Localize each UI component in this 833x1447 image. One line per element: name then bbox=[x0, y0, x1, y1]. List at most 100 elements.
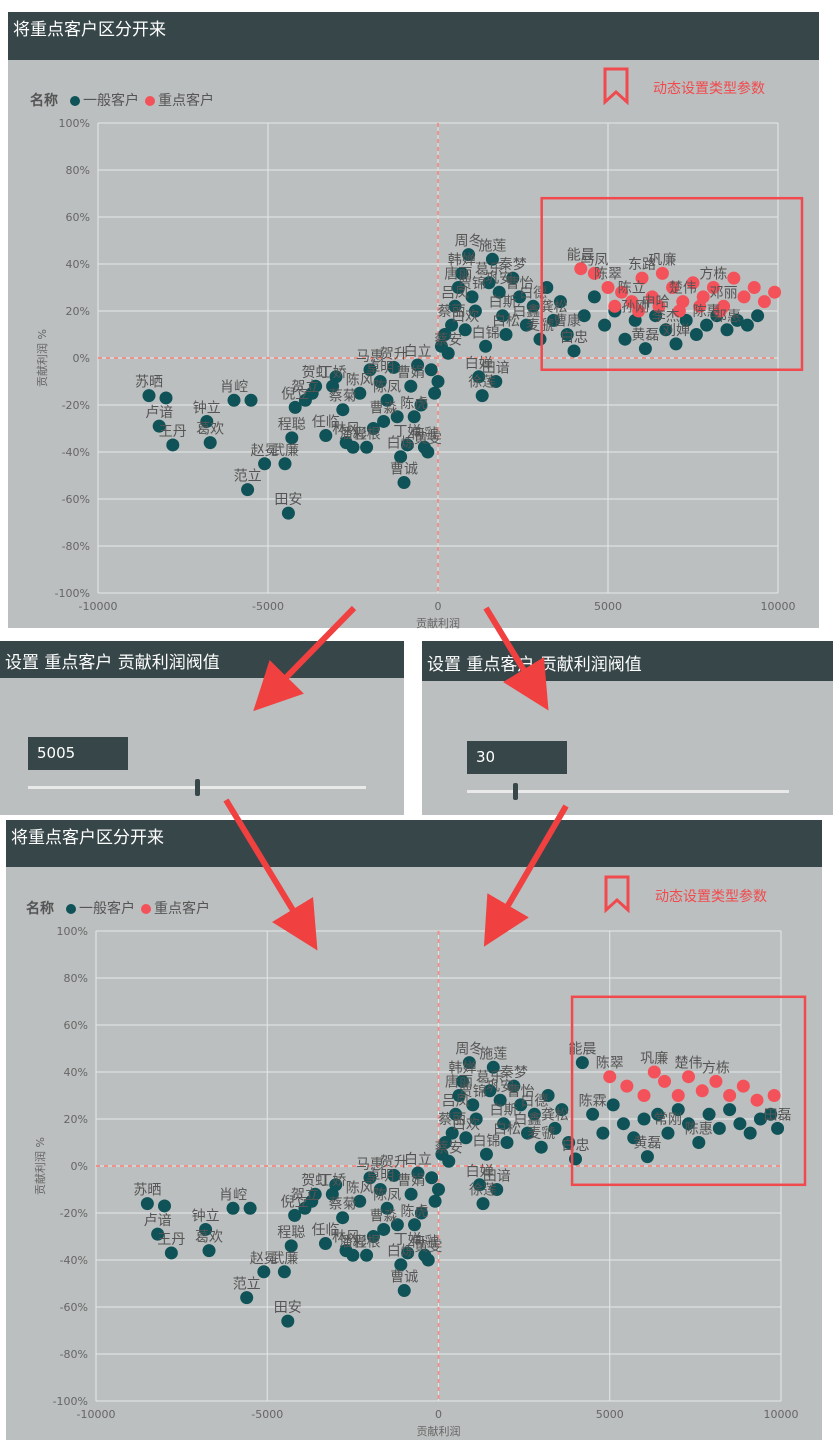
data-point[interactable] bbox=[482, 276, 496, 290]
data-point[interactable] bbox=[319, 429, 333, 443]
data-point[interactable] bbox=[458, 323, 472, 337]
data-point[interactable] bbox=[353, 1194, 367, 1208]
data-point[interactable] bbox=[407, 410, 421, 424]
data-point[interactable] bbox=[401, 1246, 415, 1260]
data-point[interactable] bbox=[472, 370, 486, 384]
slider-right-value-box[interactable]: 30 bbox=[467, 741, 567, 774]
data-point[interactable] bbox=[723, 1103, 737, 1117]
data-point[interactable] bbox=[360, 440, 374, 454]
data-point[interactable] bbox=[771, 1121, 785, 1135]
data-point[interactable] bbox=[462, 248, 476, 262]
data-point[interactable] bbox=[669, 337, 683, 351]
data-point[interactable] bbox=[727, 271, 741, 285]
data-point[interactable] bbox=[462, 1056, 476, 1070]
data-point[interactable] bbox=[637, 1089, 651, 1102]
data-point[interactable] bbox=[411, 1166, 425, 1180]
data-point[interactable] bbox=[618, 332, 632, 346]
data-point[interactable] bbox=[241, 483, 255, 497]
data-point[interactable] bbox=[574, 262, 588, 276]
data-point[interactable] bbox=[442, 1154, 456, 1168]
data-point[interactable] bbox=[203, 436, 217, 450]
data-point[interactable] bbox=[632, 304, 646, 318]
data-point[interactable] bbox=[387, 360, 401, 374]
data-point[interactable] bbox=[713, 304, 727, 318]
data-point[interactable] bbox=[540, 281, 554, 294]
data-point[interactable] bbox=[373, 375, 387, 388]
data-point[interactable] bbox=[243, 1201, 257, 1215]
data-point[interactable] bbox=[281, 506, 295, 520]
legend-label-normal[interactable]: 一般客户 bbox=[79, 901, 135, 917]
slider-left-value-box[interactable]: 5005 bbox=[28, 737, 128, 770]
data-point[interactable] bbox=[404, 379, 418, 393]
data-point[interactable] bbox=[485, 252, 499, 266]
slider-right-track[interactable] bbox=[467, 790, 789, 793]
data-point[interactable] bbox=[493, 1093, 507, 1107]
data-point[interactable] bbox=[441, 346, 455, 360]
data-point[interactable] bbox=[555, 1103, 569, 1117]
data-point[interactable] bbox=[152, 419, 166, 433]
data-point[interactable] bbox=[652, 299, 666, 313]
data-point[interactable] bbox=[466, 1098, 480, 1112]
data-point[interactable] bbox=[627, 1131, 641, 1145]
data-point[interactable] bbox=[200, 414, 214, 428]
data-point[interactable] bbox=[377, 414, 391, 428]
data-point[interactable] bbox=[672, 304, 686, 318]
data-point[interactable] bbox=[603, 1070, 617, 1084]
data-point[interactable] bbox=[451, 281, 465, 294]
data-point[interactable] bbox=[226, 1201, 240, 1215]
data-point[interactable] bbox=[655, 266, 669, 280]
data-point[interactable] bbox=[709, 1074, 723, 1088]
data-point[interactable] bbox=[390, 1218, 404, 1232]
data-point[interactable] bbox=[750, 1093, 764, 1107]
data-point[interactable] bbox=[465, 290, 479, 304]
data-point[interactable] bbox=[479, 339, 493, 353]
data-point[interactable] bbox=[548, 1121, 562, 1135]
data-point[interactable] bbox=[425, 1171, 439, 1185]
data-point[interactable] bbox=[308, 1187, 322, 1201]
data-point[interactable] bbox=[473, 1178, 487, 1192]
data-point[interactable] bbox=[587, 266, 601, 280]
data-point[interactable] bbox=[288, 1208, 302, 1222]
data-point[interactable] bbox=[449, 1107, 463, 1121]
data-point[interactable] bbox=[616, 1117, 630, 1131]
data-point[interactable] bbox=[596, 1126, 610, 1140]
data-point[interactable] bbox=[645, 290, 659, 304]
data-point[interactable] bbox=[428, 386, 442, 400]
data-point[interactable] bbox=[658, 1074, 672, 1088]
data-point[interactable] bbox=[497, 1117, 511, 1131]
data-point[interactable] bbox=[479, 1147, 493, 1161]
data-point[interactable] bbox=[431, 375, 445, 388]
data-point[interactable] bbox=[285, 431, 299, 445]
data-point[interactable] bbox=[534, 1140, 548, 1154]
data-point[interactable] bbox=[575, 1056, 589, 1070]
data-point[interactable] bbox=[476, 1197, 490, 1211]
data-point[interactable] bbox=[278, 457, 292, 471]
data-point[interactable] bbox=[452, 1089, 466, 1102]
data-point[interactable] bbox=[682, 1070, 696, 1084]
data-point[interactable] bbox=[615, 285, 629, 299]
data-point[interactable] bbox=[514, 1098, 528, 1112]
data-point[interactable] bbox=[764, 1107, 778, 1121]
data-point[interactable] bbox=[682, 1117, 696, 1131]
data-point[interactable] bbox=[489, 375, 503, 388]
legend-label-key[interactable]: 重点客户 bbox=[154, 901, 210, 917]
data-point[interactable] bbox=[693, 299, 707, 313]
data-point[interactable] bbox=[421, 445, 435, 459]
data-point[interactable] bbox=[608, 299, 622, 313]
data-point[interactable] bbox=[469, 1112, 483, 1126]
data-point[interactable] bbox=[404, 1187, 418, 1201]
data-point[interactable] bbox=[586, 1107, 600, 1121]
data-point[interactable] bbox=[140, 1197, 154, 1211]
data-point[interactable] bbox=[428, 1194, 442, 1208]
data-point[interactable] bbox=[257, 1265, 271, 1279]
data-point[interactable] bbox=[277, 1265, 291, 1279]
data-point[interactable] bbox=[757, 295, 771, 309]
data-point[interactable] bbox=[486, 1060, 500, 1074]
slider-left-thumb[interactable] bbox=[195, 779, 200, 796]
data-point[interactable] bbox=[390, 410, 404, 424]
data-point[interactable] bbox=[671, 1089, 685, 1102]
slider-right-thumb[interactable] bbox=[513, 783, 519, 800]
data-point[interactable] bbox=[363, 1171, 377, 1185]
data-point[interactable] bbox=[380, 393, 394, 407]
data-point[interactable] bbox=[373, 1183, 387, 1196]
